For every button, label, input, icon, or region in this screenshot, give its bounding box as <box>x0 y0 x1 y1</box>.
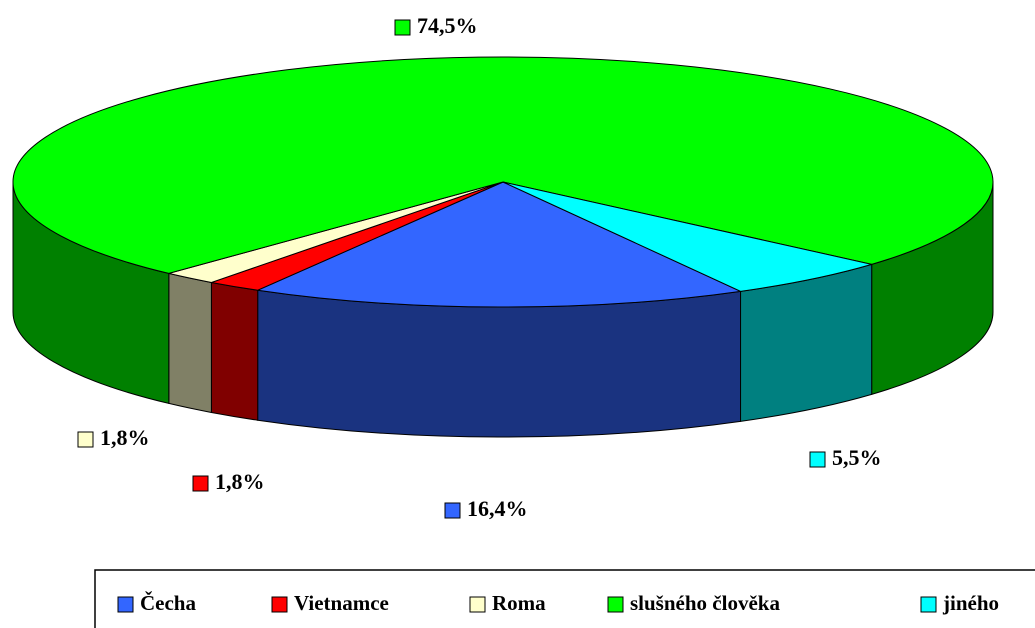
pie-side <box>210 281 259 421</box>
pie-side <box>168 272 212 414</box>
legend-box <box>94 569 1035 628</box>
pie-slice <box>12 56 994 274</box>
label-key <box>809 451 826 468</box>
label-key <box>77 431 94 448</box>
data-label: 16,4% <box>467 496 528 521</box>
label-key <box>394 19 411 36</box>
legend-key <box>271 596 288 613</box>
legend-key <box>920 596 937 613</box>
legend-label: Čecha <box>140 591 196 615</box>
pie-slice <box>502 181 872 292</box>
legend-key <box>607 596 624 613</box>
pie-sides <box>12 181 994 438</box>
pie-side <box>257 289 742 438</box>
legend-key <box>469 596 486 613</box>
legend-label: jiného <box>942 591 999 615</box>
legend-label: Roma <box>492 591 546 615</box>
data-label: 1,8% <box>100 425 150 450</box>
pie-slice <box>255 181 743 308</box>
legend-label: slušného člověka <box>630 591 780 615</box>
data-label: 5,5% <box>832 445 882 470</box>
legend: Čecha Vietnamce Roma slušného člověka jiného <box>117 591 999 615</box>
data-labels: 16,4% 1,8% 1,8% 74,5% 5,5% <box>77 13 882 521</box>
label-key <box>444 502 461 519</box>
data-label: 1,8% <box>215 469 265 494</box>
legend-key <box>117 596 134 613</box>
data-label: 74,5% <box>417 13 478 38</box>
legend-label: Vietnamce <box>294 591 389 615</box>
pie-tops <box>12 56 994 308</box>
label-key <box>192 475 209 492</box>
